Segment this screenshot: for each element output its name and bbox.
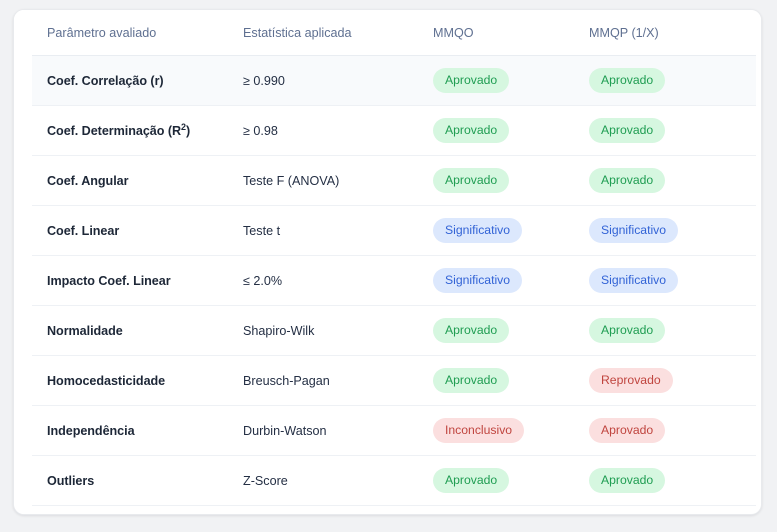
- cell-parametro: Homocedasticidade: [14, 355, 229, 406]
- table-row: Coef. Correlação (r) ≥ 0.990 Aprovado Aprov…: [14, 55, 761, 106]
- table-header: Parâmetro avaliado Estatística aplicada …: [14, 10, 761, 56]
- cell-mmqp: Aprovado: [575, 55, 761, 106]
- status-badge: Aprovado: [589, 67, 666, 94]
- status-badge: Significativo: [433, 217, 523, 244]
- status-badge: Significativo: [589, 217, 679, 244]
- cell-estatistica: Durbin-Watson: [229, 405, 419, 456]
- table-row: Independência Durbin-Watson Inconclusivo Ap…: [14, 405, 761, 456]
- table-header-row: Parâmetro avaliado Estatística aplicada …: [14, 10, 761, 56]
- cell-mmqo: Significativo: [419, 205, 575, 256]
- cell-parametro: Coef. Linear: [14, 205, 229, 256]
- cell-mmqp: Significativo: [575, 255, 761, 306]
- cell-mmqp: Aprovado: [575, 455, 761, 506]
- cell-mmqo: Inconclusivo: [419, 405, 575, 456]
- cell-mmqo: Aprovado: [419, 305, 575, 356]
- table-row: Normalidade Shapiro-Wilk Aprovado Aprovado: [14, 305, 761, 356]
- cell-mmqp: Significativo: [575, 205, 761, 256]
- results-card: Parâmetro avaliado Estatística aplicada …: [13, 9, 762, 515]
- cell-mmqp: Reprovado: [575, 355, 761, 406]
- status-badge: Aprovado: [589, 117, 666, 144]
- cell-parametro: Coef. Angular: [14, 155, 229, 206]
- status-badge: Reprovado: [589, 367, 673, 394]
- table-row: Homocedasticidade Breusch-Pagan Aprovado Re…: [14, 355, 761, 406]
- status-badge: Significativo: [589, 267, 679, 294]
- cell-mmqo: Significativo: [419, 255, 575, 306]
- table-row: Coef. Determinação (R2) ≥ 0.98 Aprovado Apr…: [14, 105, 761, 156]
- status-badge: Aprovado: [433, 117, 510, 144]
- table-body: Coef. Correlação (r) ≥ 0.990 Aprovado Aprov…: [14, 55, 761, 506]
- cell-estatistica: Teste F (ANOVA): [229, 155, 419, 206]
- column-header-mmqo: MMQO: [419, 10, 575, 56]
- status-badge: Aprovado: [433, 317, 510, 344]
- cell-estatistica: Teste t: [229, 205, 419, 256]
- cell-parametro: Independência: [14, 405, 229, 456]
- cell-mmqp: Aprovado: [575, 305, 761, 356]
- cell-parametro: Normalidade: [14, 305, 229, 356]
- cell-mmqo: Aprovado: [419, 355, 575, 406]
- status-badge: Aprovado: [433, 167, 510, 194]
- cell-parametro: Outliers: [14, 455, 229, 506]
- cell-parametro: Coef. Correlação (r): [14, 55, 229, 106]
- cell-mmqo: Aprovado: [419, 55, 575, 106]
- cell-estatistica: Breusch-Pagan: [229, 355, 419, 406]
- table-row: Impacto Coef. Linear ≤ 2.0% Significativo S…: [14, 255, 761, 306]
- status-badge: Aprovado: [433, 467, 510, 494]
- status-badge: Aprovado: [589, 417, 666, 444]
- column-header-estatistica: Estatística aplicada: [229, 10, 419, 56]
- cell-mmqp: Aprovado: [575, 105, 761, 156]
- status-badge: Aprovado: [433, 67, 510, 94]
- status-badge: Significativo: [433, 267, 523, 294]
- cell-mmqo: Aprovado: [419, 105, 575, 156]
- cell-parametro: Impacto Coef. Linear: [14, 255, 229, 306]
- status-badge: Inconclusivo: [433, 417, 525, 444]
- status-badge: Aprovado: [589, 317, 666, 344]
- cell-estatistica: ≤ 2.0%: [229, 255, 419, 306]
- cell-parametro: Coef. Determinação (R2): [14, 105, 229, 156]
- cell-mmqp: Aprovado: [575, 405, 761, 456]
- status-badge: Aprovado: [589, 467, 666, 494]
- cell-mmqo: Aprovado: [419, 155, 575, 206]
- cell-estatistica: Shapiro-Wilk: [229, 305, 419, 356]
- cell-estatistica: ≥ 0.98: [229, 105, 419, 156]
- cell-estatistica: Z-Score: [229, 455, 419, 506]
- column-header-parametro: Parâmetro avaliado: [14, 10, 229, 56]
- column-header-mmqp: MMQP (1/X): [575, 10, 761, 56]
- status-badge: Aprovado: [589, 167, 666, 194]
- cell-estatistica: ≥ 0.990: [229, 55, 419, 106]
- table-row: Outliers Z-Score Aprovado Aprovado: [14, 455, 761, 506]
- table-row: Coef. Angular Teste F (ANOVA) Aprovado Apro…: [14, 155, 761, 206]
- cell-mmqp: Aprovado: [575, 155, 761, 206]
- status-badge: Aprovado: [433, 367, 510, 394]
- table-row: Coef. Linear Teste t Significativo Signific…: [14, 205, 761, 256]
- validation-results-table: Parâmetro avaliado Estatística aplicada …: [14, 10, 761, 506]
- cell-mmqo: Aprovado: [419, 455, 575, 506]
